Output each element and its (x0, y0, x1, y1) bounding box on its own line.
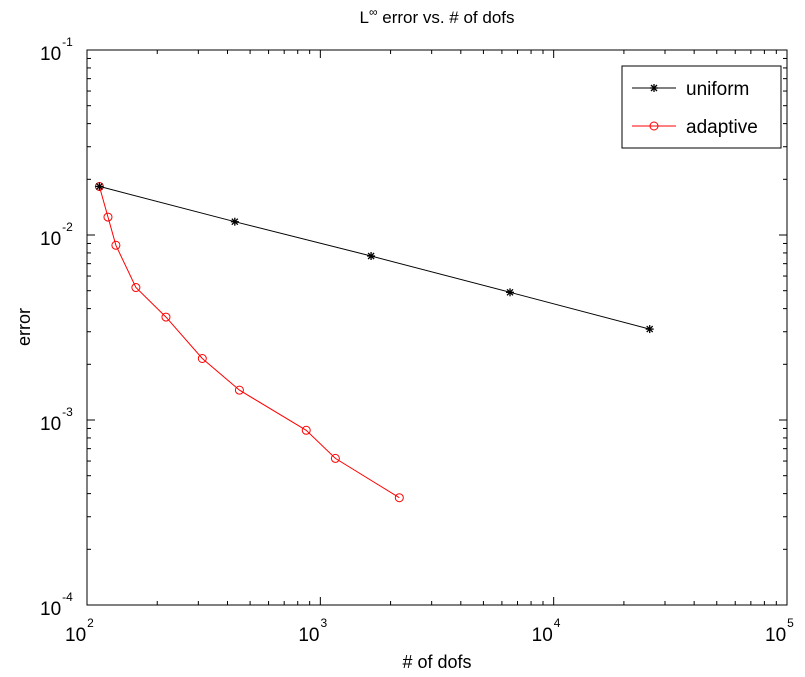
data-point-adaptive (301, 425, 311, 435)
x-tick-label: 102 (65, 616, 94, 646)
y-tick-label-base: 10 (40, 414, 61, 435)
x-tick-label-exponent: 2 (87, 616, 94, 630)
y-tick-label-exponent: -4 (62, 590, 73, 604)
x-tick-label: 105 (765, 616, 794, 646)
x-tick-label-base: 10 (298, 625, 319, 646)
x-tick-label: 104 (532, 616, 561, 646)
y-tick-label-base: 10 (40, 599, 61, 620)
legend-label-uniform: uniform (686, 79, 749, 100)
legend-box (621, 65, 782, 149)
x-tick-label-base: 10 (65, 625, 86, 646)
x-tick-label-exponent: 4 (554, 616, 561, 630)
y-tick-label-exponent: -3 (62, 405, 73, 419)
legend-label-adaptive: adaptive (686, 117, 758, 138)
y-tick-label-base: 10 (40, 229, 61, 250)
legend: uniform adaptive (621, 65, 782, 149)
x-tick-label-exponent: 3 (320, 616, 327, 630)
data-point-adaptive (161, 312, 171, 322)
y-tick-label: 10-4 (40, 590, 73, 620)
y-tick-label: 10-3 (40, 405, 73, 435)
x-tick-label-exponent: 5 (787, 616, 794, 630)
data-point-uniform (95, 182, 104, 191)
chart-title-superscript: ∞ (369, 5, 378, 19)
data-point-adaptive (394, 493, 404, 503)
y-tick-label-base: 10 (40, 44, 61, 65)
chart-title: L∞ error vs. # of dofs (359, 5, 514, 27)
x-axis-label: # of dofs (402, 652, 471, 672)
data-point-adaptive (197, 353, 207, 363)
chart-title-prefix: L (359, 8, 368, 27)
y-tick-label-exponent: -2 (62, 220, 73, 234)
data-point-uniform (230, 217, 239, 226)
data-point-adaptive (234, 385, 244, 395)
y-tick-label-exponent: -1 (62, 35, 73, 49)
data-point-adaptive (111, 240, 121, 250)
series-line-adaptive (98, 186, 400, 499)
y-axis-label: error (14, 308, 34, 346)
data-point-adaptive (131, 283, 141, 293)
legend-marker-uniform (650, 84, 658, 92)
y-tick-label: 10-2 (40, 220, 73, 250)
chart-title-suffix: error vs. # of dofs (378, 8, 515, 27)
x-tick-label-base: 10 (765, 625, 786, 646)
data-point-uniform (506, 288, 515, 297)
legend-marker-symbol (649, 121, 659, 131)
y-tick-label: 10-1 (40, 35, 73, 65)
legend-marker-symbol (650, 84, 658, 92)
x-tick-label-base: 10 (532, 625, 553, 646)
data-point-adaptive (330, 453, 340, 463)
data-point-uniform (367, 251, 376, 260)
x-tick-label: 103 (298, 616, 327, 646)
series-layer (94, 181, 654, 503)
data-point-uniform (645, 325, 654, 334)
data-point-adaptive (103, 212, 113, 222)
legend-marker-adaptive (649, 121, 659, 131)
